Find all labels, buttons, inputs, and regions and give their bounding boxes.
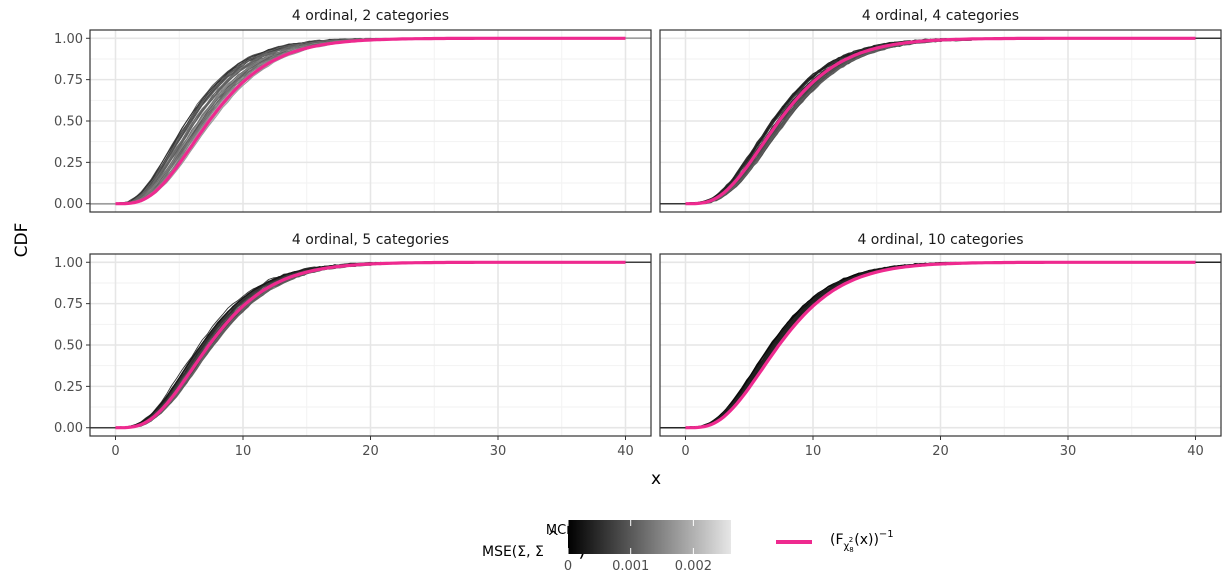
facet-panel: 4 ordinal, 2 categories 0.00 0.25 0.50 0.75 1…: [54, 8, 652, 213]
x-tick-label: 0: [111, 444, 119, 459]
x-axis-title: x: [651, 469, 661, 489]
panel-title: 4 ordinal, 10 categories: [857, 232, 1023, 248]
y-tick-label: 0.50: [54, 115, 83, 130]
y-axis-title: CDF: [12, 223, 32, 258]
x-tick-label: 30: [490, 444, 507, 459]
x-tick-label: 10: [235, 444, 252, 459]
panel-title: 4 ordinal, 2 categories: [292, 8, 449, 24]
x-tick-label: 0: [681, 444, 689, 459]
y-tick-label: 0.25: [54, 156, 83, 171]
y-tick-label: 1.00: [54, 32, 83, 47]
reference-chisq-line: [685, 260, 1196, 430]
legend-sub-df: 8: [849, 546, 853, 554]
colorbar-tick-label: 0.001: [612, 559, 649, 574]
facet-panels: 4 ordinal, 2 categories 0.00 0.25 0.50 0.75 1…: [54, 8, 1222, 459]
y-tick-label: 0.75: [54, 73, 83, 88]
x-tick-label: 40: [1187, 444, 1204, 459]
reference-chisq-line: [115, 36, 626, 206]
reference-chisq-line: [685, 36, 1196, 206]
y-tick-label: 0.50: [54, 339, 83, 354]
y-tick-label: 1.00: [54, 256, 83, 271]
y-tick-label: 0.00: [54, 421, 83, 436]
colorbar-title-hat: ^: [547, 528, 560, 546]
x-tick-label: 30: [1060, 444, 1077, 459]
x-tick-label: 10: [805, 444, 822, 459]
legend-line-label: (Fχ82(x))−1: [830, 529, 894, 554]
legend-sup: −1: [879, 529, 894, 540]
facet-panel: 4 ordinal, 5 categories 0.00 0.25 0.50 0.75 1…: [54, 232, 652, 459]
x-tick-label: 40: [617, 444, 634, 459]
legend-sub-chi: χ: [844, 541, 850, 552]
colorbar-ticks: 0 0.001 0.002: [564, 520, 712, 574]
facet-panel: 4 ordinal, 10 categories 0 10 20 30 40: [659, 232, 1222, 459]
colorbar-tick-label: 0.002: [675, 559, 712, 574]
x-tick-label: 20: [932, 444, 949, 459]
y-tick-label: 0.75: [54, 297, 83, 312]
y-tick-label: 0.25: [54, 380, 83, 395]
colorbar: [568, 520, 731, 554]
panel-title: 4 ordinal, 5 categories: [292, 232, 449, 248]
legend-sub-sq: 2: [849, 536, 853, 544]
y-tick-label: 0.00: [54, 197, 83, 212]
panel-border: [659, 29, 1222, 213]
reference-chisq-line: [115, 260, 626, 430]
facet-panel: 4 ordinal, 4 categories: [659, 8, 1222, 213]
colorbar-tick-label: 0: [564, 559, 572, 574]
panel-title: 4 ordinal, 4 categories: [862, 8, 1019, 24]
x-tick-label: 20: [362, 444, 379, 459]
